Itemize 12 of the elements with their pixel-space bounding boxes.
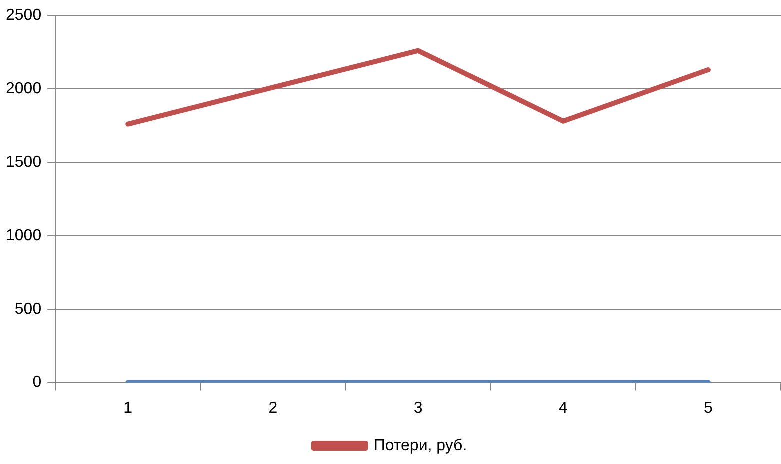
y-tick-label: 2000	[6, 80, 42, 98]
x-tick-label: 1	[124, 400, 133, 417]
y-tick-label: 1500	[6, 154, 42, 171]
x-tick-label: 5	[704, 400, 714, 417]
y-tick-label: 2500	[6, 7, 42, 24]
legend-label: Потери, руб.	[374, 437, 468, 454]
x-tick-label: 3	[414, 400, 423, 417]
x-tick-label: 2	[268, 400, 278, 417]
x-tick-label: 4	[558, 400, 568, 417]
y-tick-label: 0	[32, 374, 42, 392]
y-tick-label: 500	[14, 300, 42, 318]
y-tick-label: 1000	[6, 227, 42, 244]
